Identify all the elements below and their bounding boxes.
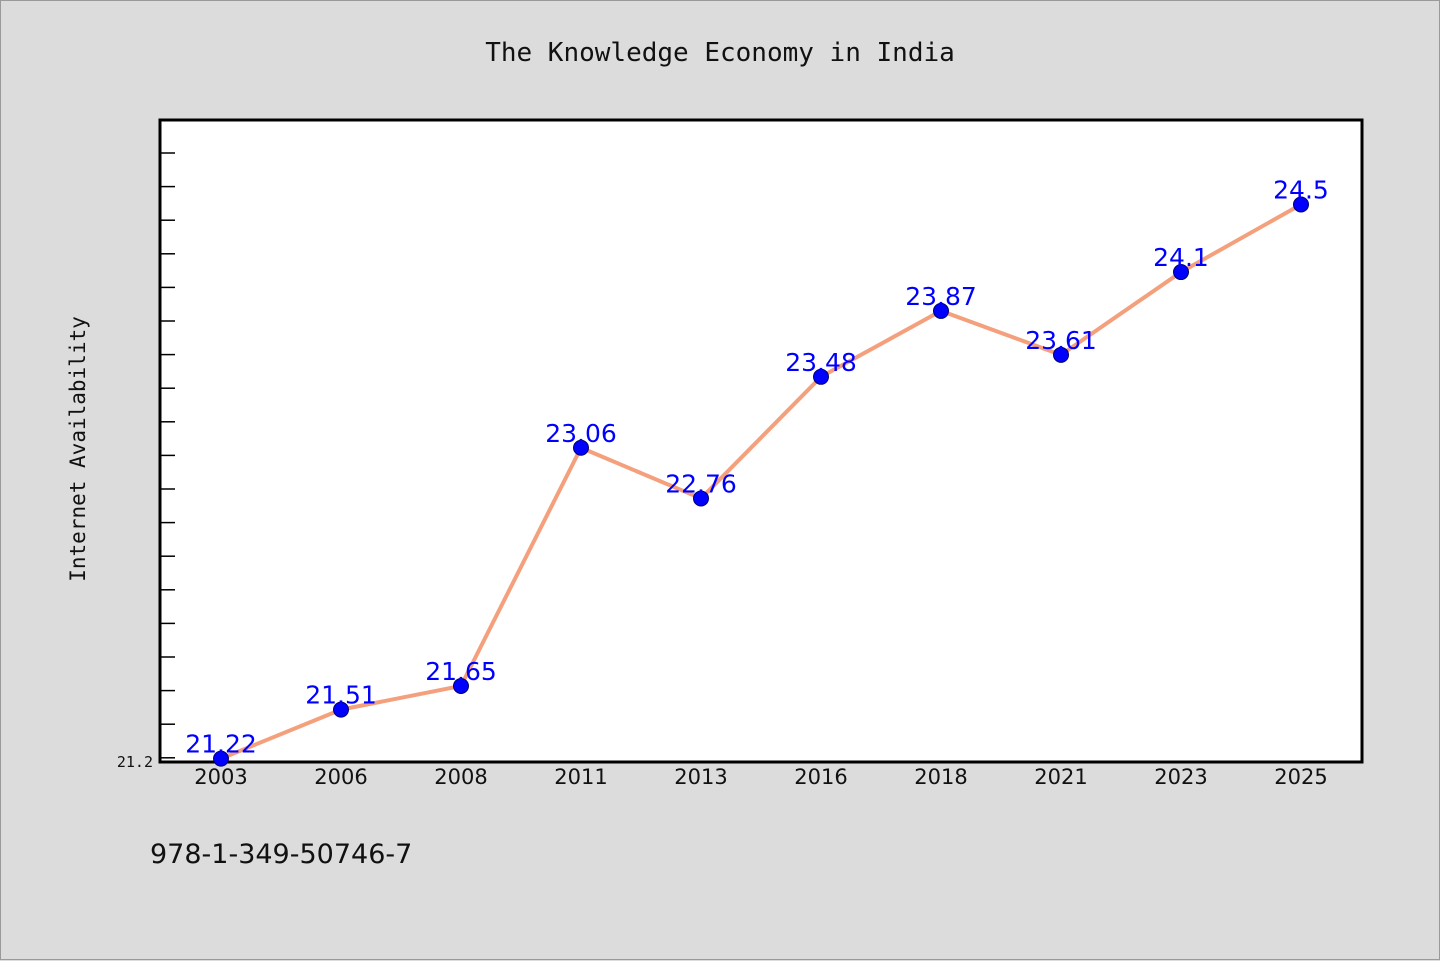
footer-code: 978-1-349-50746-7 bbox=[150, 839, 412, 870]
data-label-2023: 24.1 bbox=[1153, 243, 1209, 272]
data-label-2018: 23.87 bbox=[905, 282, 977, 311]
chart-title: The Knowledge Economy in India bbox=[485, 38, 955, 68]
data-label-2021: 23.61 bbox=[1025, 326, 1097, 355]
x-tick-label-2011: 2011 bbox=[554, 765, 607, 789]
marker-2025 bbox=[1293, 196, 1309, 213]
plot-area bbox=[158, 118, 1364, 764]
marker-2021 bbox=[1053, 346, 1069, 363]
x-tick-label-2016: 2016 bbox=[794, 765, 847, 789]
data-label-2011: 23.06 bbox=[545, 419, 617, 448]
x-axis-tick-labels: 2003 2006 2008 2011 2013 2016 2018 2021 2023 2025 bbox=[194, 765, 1327, 789]
marker-2003 bbox=[213, 750, 229, 767]
x-tick-label-2021: 2021 bbox=[1034, 765, 1087, 789]
x-tick-label-2006: 2006 bbox=[314, 765, 367, 789]
marker-2016 bbox=[813, 368, 829, 385]
data-label-2006: 21.51 bbox=[305, 681, 377, 710]
data-label-2025: 24.5 bbox=[1273, 175, 1329, 204]
marker-2013 bbox=[693, 490, 709, 507]
x-tick-label-2023: 2023 bbox=[1154, 765, 1207, 789]
y-axis-label: Internet Availability bbox=[66, 316, 90, 582]
data-label-2016: 23.48 bbox=[785, 348, 857, 377]
data-labels: 21.22 21.51 21.65 23.06 22.76 23.48 23.87 23.61… bbox=[185, 175, 1329, 758]
marker-2011 bbox=[573, 439, 589, 456]
x-tick-label-2025: 2025 bbox=[1274, 765, 1327, 789]
y-axis-minor-ticks bbox=[160, 152, 175, 759]
x-tick-label-2008: 2008 bbox=[434, 765, 487, 789]
series-markers bbox=[213, 196, 1309, 767]
marker-2006 bbox=[333, 701, 349, 718]
series-line bbox=[220, 202, 1302, 761]
y-axis-tick-labels: 21.2 bbox=[117, 753, 153, 771]
marker-2018 bbox=[933, 302, 949, 319]
x-tick-label-2003: 2003 bbox=[194, 765, 247, 789]
y-tick-label: 21.2 bbox=[117, 753, 153, 771]
marker-2008 bbox=[453, 677, 469, 694]
data-label-2013: 22.76 bbox=[665, 469, 737, 498]
x-tick-label-2018: 2018 bbox=[914, 765, 967, 789]
data-label-2008: 21.65 bbox=[425, 657, 497, 686]
marker-2023 bbox=[1173, 264, 1189, 281]
x-tick-label-2013: 2013 bbox=[674, 765, 727, 789]
data-label-2003: 21.22 bbox=[185, 730, 257, 759]
